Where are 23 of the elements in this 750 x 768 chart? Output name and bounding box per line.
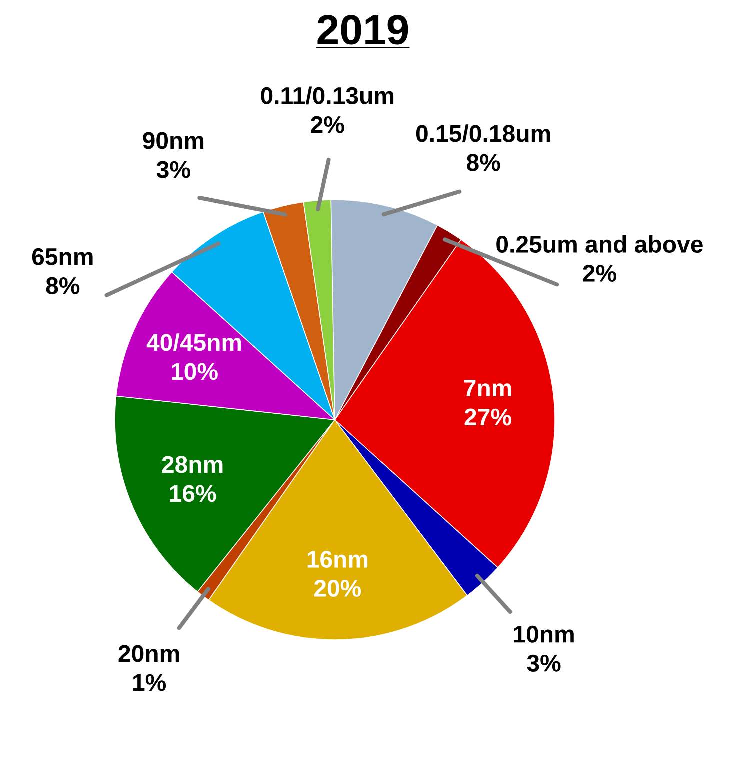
slice-label: 16nm: [308, 550, 368, 568]
slice-label: 7nm: [464, 380, 512, 396]
chart-title: 2019: [318, 15, 408, 45]
slice-label: 28nm: [162, 456, 223, 474]
data-label: 20%: [314, 580, 362, 597]
data-label: 3%: [527, 654, 561, 672]
data-label: 16%: [170, 485, 216, 502]
data-label: 1%: [133, 674, 166, 692]
data-label: 10%: [172, 363, 218, 380]
slice-label: 0.25um and above: [496, 235, 703, 253]
data-label: 8%: [46, 277, 80, 294]
slice-label: 10nm: [514, 626, 574, 643]
data-label: 2%: [311, 116, 344, 134]
data-label: 8%: [466, 154, 500, 172]
slice-label: 0.11/0.13um: [261, 86, 394, 105]
data-label: 27%: [464, 408, 512, 426]
slice-label: 0.15/0.18um: [416, 124, 550, 142]
data-label: 3%: [156, 161, 190, 178]
slice-label: 40/45nm: [146, 334, 242, 352]
slice-label: 20nm: [118, 645, 180, 662]
slice-label: 65nm: [32, 248, 93, 266]
data-label: 2%: [583, 265, 616, 282]
slice-label: 90nm: [143, 132, 204, 150]
